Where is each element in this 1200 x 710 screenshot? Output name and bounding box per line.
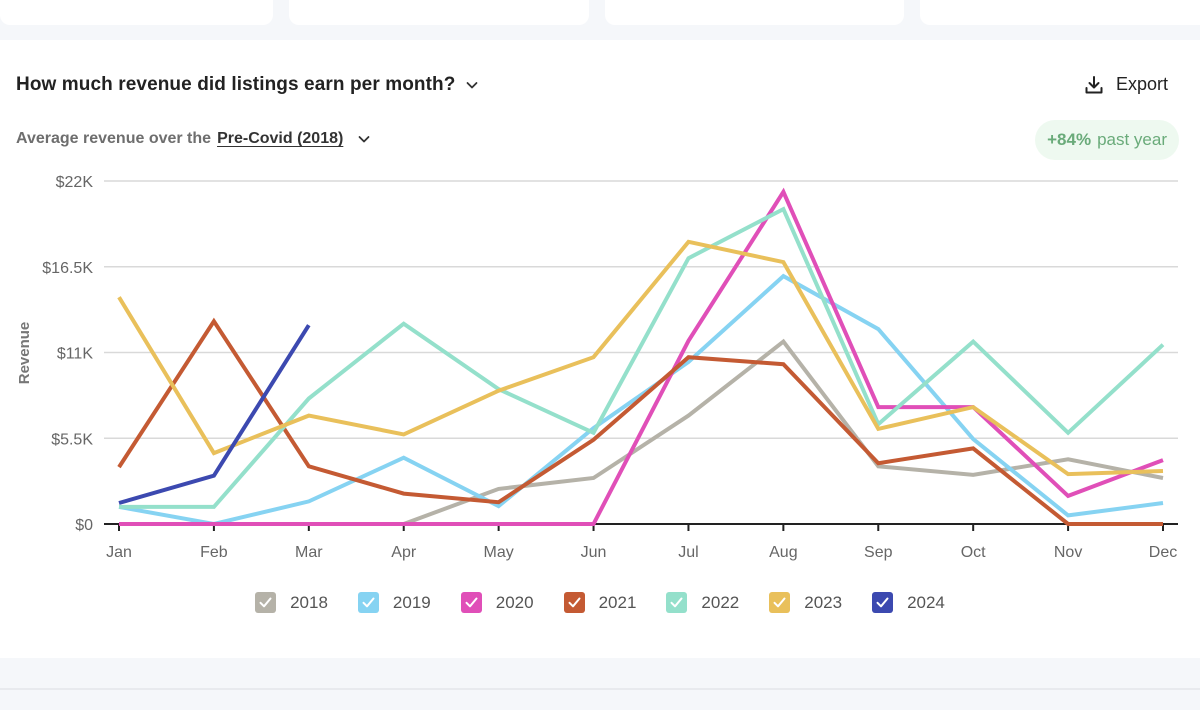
download-icon (1085, 75, 1103, 93)
x-tick-label: Apr (391, 544, 417, 561)
series-line-2020[interactable] (119, 187, 1164, 526)
legend-checkbox[interactable] (460, 592, 482, 613)
series-lines (117, 187, 1165, 527)
legend-item-2022[interactable]: 2022 (666, 592, 739, 613)
growth-label: past year (1097, 130, 1167, 149)
chart-legend: 2018 2019 2020 2021 2022 2023 2024 (0, 592, 1200, 613)
chart-title-dropdown[interactable]: How much revenue did listings earn per m… (16, 74, 479, 96)
x-axis: Jan Feb Mar Apr May Jun Jul Aug Sep Oct Nov Dec (104, 523, 1178, 561)
series-line-2023[interactable] (117, 239, 1164, 477)
series-line-2021[interactable] (117, 317, 1163, 526)
revenue-chart-card: How much revenue did listings earn per m… (0, 40, 1200, 658)
series-line-2022[interactable] (119, 206, 1165, 509)
summary-card (605, 0, 904, 25)
y-tick-label: $11K (57, 346, 94, 363)
checkmark-icon (773, 597, 786, 608)
legend-label: 2023 (804, 592, 843, 612)
checkmark-icon (259, 597, 272, 608)
chevron-down-icon[interactable] (357, 132, 371, 146)
legend-checkbox[interactable] (872, 592, 894, 613)
legend-checkbox[interactable] (769, 592, 791, 613)
checkmark-icon (568, 597, 581, 608)
legend-checkbox[interactable] (563, 592, 585, 613)
summary-card (289, 0, 589, 25)
x-tick-label: Oct (961, 544, 986, 561)
x-tick-label: Feb (200, 544, 228, 561)
legend-label: 2020 (495, 592, 534, 612)
y-tick-label: $16.5K (42, 260, 93, 277)
x-tick-label: Aug (769, 544, 797, 561)
x-tick-label: Sep (864, 544, 893, 561)
legend-item-2018[interactable]: 2018 (255, 592, 328, 613)
subtitle-prefix: Average revenue over the (16, 130, 212, 147)
x-tick-label: Jan (106, 544, 132, 561)
revenue-line-chart: $0 $5.5K $11K $16.5K $22K Revenue Jan Feb Mar A… (16, 174, 1178, 561)
x-tick-label: May (484, 544, 514, 561)
export-button[interactable]: Export (1084, 74, 1168, 95)
legend-item-2024[interactable]: 2024 (872, 592, 945, 613)
series-line-2019[interactable] (118, 273, 1164, 527)
x-tick-label: Jul (678, 544, 698, 561)
growth-value: +84% (1047, 130, 1092, 149)
legend-item-2023[interactable]: 2023 (769, 592, 842, 613)
checkmark-icon (465, 597, 478, 608)
legend-checkbox[interactable] (666, 592, 688, 613)
legend-label: 2018 (290, 592, 328, 612)
summary-card (920, 0, 1200, 25)
legend-label: 2022 (701, 592, 740, 612)
y-tick-label: $22K (56, 174, 94, 191)
x-tick-label: Dec (1149, 544, 1177, 561)
chart-title: How much revenue did listings earn per m… (16, 74, 456, 95)
export-label: Export (1115, 74, 1168, 94)
growth-badge: +84% past year (1035, 120, 1179, 160)
chevron-down-icon (467, 82, 478, 89)
checkmark-icon (876, 597, 889, 608)
y-axis-ticks: $0 $5.5K $11K $16.5K $22K (42, 174, 93, 534)
legend-label: 2024 (907, 592, 945, 612)
x-tick-label: Jun (581, 544, 607, 561)
x-tick-label: Nov (1054, 544, 1082, 561)
y-tick-label: $5.5K (51, 431, 93, 448)
legend-item-2020[interactable]: 2020 (460, 592, 534, 613)
section-divider (0, 688, 1200, 690)
legend-label: 2021 (598, 592, 637, 612)
chart-subtitle: Average revenue over the Pre-Covid (2018… (16, 130, 371, 148)
checkmark-icon (670, 597, 683, 608)
top-summary-cards (0, 0, 1200, 40)
summary-card (0, 0, 273, 25)
checkmark-icon (362, 597, 375, 608)
series-line-2024[interactable] (118, 324, 311, 505)
period-selector[interactable]: Pre-Covid (2018) (217, 130, 344, 147)
x-tick-label: Mar (295, 544, 323, 561)
y-axis-label: Revenue (16, 322, 33, 385)
legend-checkbox[interactable] (255, 592, 277, 613)
legend-checkbox[interactable] (357, 592, 379, 613)
legend-item-2019[interactable]: 2019 (357, 592, 431, 613)
legend-label: 2019 (392, 592, 431, 612)
y-tick-label: $0 (75, 517, 93, 534)
grid-lines (104, 180, 1178, 439)
legend-item-2021[interactable]: 2021 (563, 592, 637, 613)
